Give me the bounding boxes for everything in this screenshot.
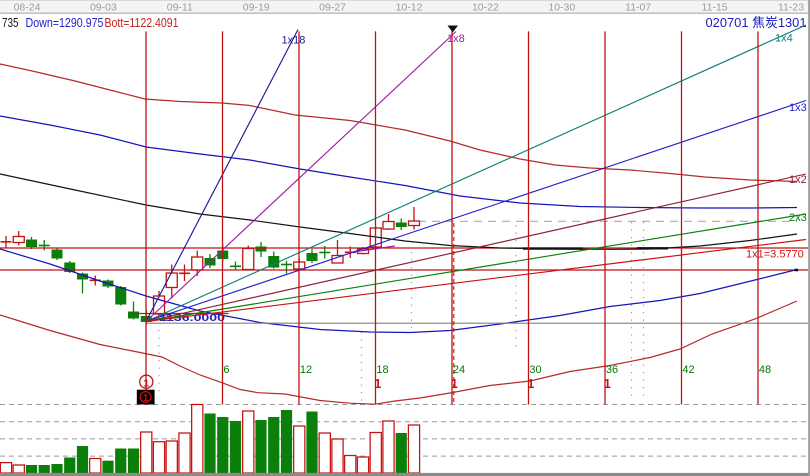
svg-text:09-11: 09-11 [167,2,193,14]
svg-text:09-03: 09-03 [90,2,117,14]
svg-text:11-23: 11-23 [778,2,804,14]
svg-text:1: 1 [374,377,381,391]
svg-text:11-07: 11-07 [625,2,651,14]
svg-text:24: 24 [453,364,465,376]
svg-text:6: 6 [223,364,229,376]
svg-text:48: 48 [759,364,771,376]
svg-text:1x1=3.5770: 1x1=3.5770 [746,249,804,261]
svg-text:42: 42 [682,364,694,376]
svg-text:1x4: 1x4 [775,33,793,45]
svg-text:18: 18 [376,364,388,376]
svg-text:1x8: 1x8 [447,33,465,45]
svg-text:Bott=1122.4091: Bott=1122.4091 [105,16,179,30]
svg-text:020701 焦炭1301: 020701 焦炭1301 [706,15,807,30]
svg-text:Down=1290.975: Down=1290.975 [26,16,104,30]
svg-text:1: 1 [143,377,149,389]
svg-text:1x3: 1x3 [789,102,807,114]
svg-text:1: 1 [604,377,611,391]
svg-text:10-12: 10-12 [396,2,423,14]
svg-text:2x3: 2x3 [789,212,807,224]
svg-text:1x18: 1x18 [282,35,306,47]
svg-text:1: 1 [143,393,149,404]
svg-text:12: 12 [300,364,312,376]
svg-text:1x2: 1x2 [789,174,807,186]
svg-text:11-15: 11-15 [702,2,728,14]
svg-text:08-24: 08-24 [14,2,41,14]
svg-text:10-30: 10-30 [548,2,575,14]
svg-text:36: 36 [606,364,618,376]
svg-text:09-19: 09-19 [243,2,270,14]
svg-text:1: 1 [451,377,458,391]
svg-text:09-27: 09-27 [319,2,346,14]
svg-text:30: 30 [529,364,541,376]
svg-text:10-22: 10-22 [472,2,499,14]
svg-text:1: 1 [527,377,534,391]
svg-text:735: 735 [2,16,19,30]
